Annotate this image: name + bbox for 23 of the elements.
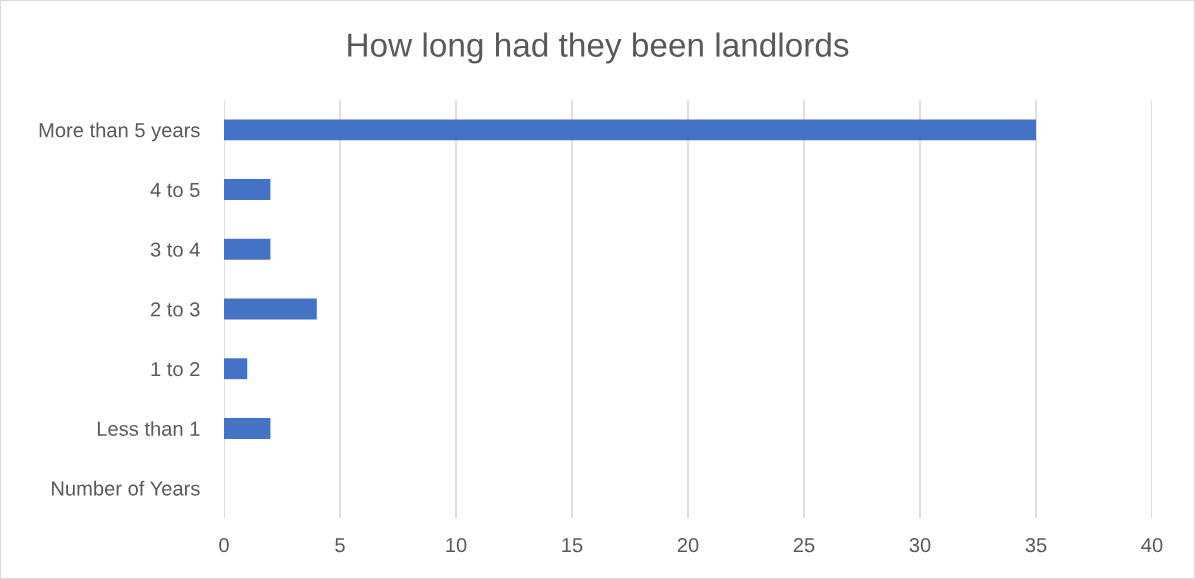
y-tick-label: More than 5 years (39, 122, 200, 142)
x-tick-label: 30 (909, 537, 931, 553)
bar (224, 417, 271, 439)
bar (224, 298, 317, 320)
x-tick-label: 5 (335, 538, 345, 553)
y-tick-label: 2 to 3 (151, 302, 200, 317)
chart-title: How long had they been landlords (348, 32, 849, 64)
x-tick-label: 40 (1141, 537, 1163, 553)
x-tick-label: 20 (677, 537, 699, 553)
y-tick-label: 4 to 5 (150, 183, 200, 198)
y-tick-label: Number of Years (52, 480, 200, 496)
x-tick-label: 25 (793, 537, 815, 553)
x-tick-label: 15 (562, 538, 583, 553)
bar (224, 238, 271, 260)
x-tick-label: 0 (219, 537, 229, 553)
y-tick-label: Less than 1 (97, 421, 200, 436)
y-tick-label: 1 to 2 (151, 361, 200, 377)
bar (224, 358, 248, 380)
x-tick-label: 35 (1025, 537, 1047, 553)
bar (224, 119, 1036, 141)
x-tick-label: 10 (446, 537, 467, 553)
bar (224, 179, 271, 201)
y-tick-label: 3 to 4 (150, 242, 200, 257)
